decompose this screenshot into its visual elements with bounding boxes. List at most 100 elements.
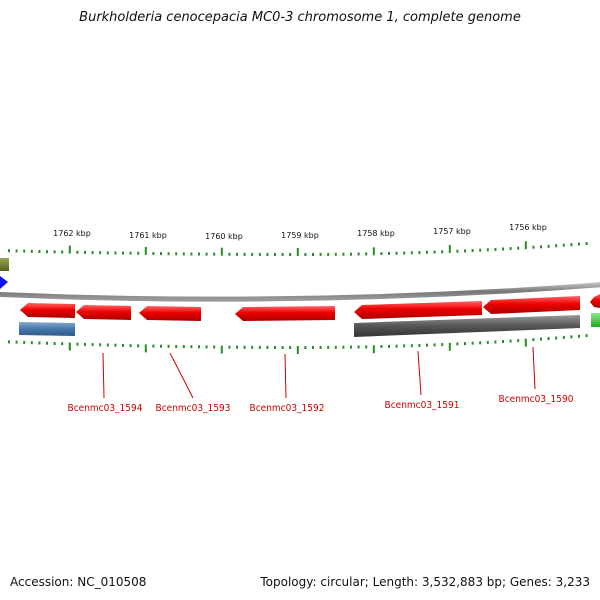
bottom-track-minor-tick — [365, 345, 368, 349]
bottom-track-minor-tick — [228, 345, 231, 349]
tick-label-1761: 1761 kbp — [129, 231, 167, 240]
top-track-minor-tick — [464, 249, 466, 253]
top-track-major-tick — [372, 247, 375, 256]
gene-label-bcenmc03-1590[interactable]: Bcenmc03_1590 — [499, 394, 574, 405]
gene-label-bcenmc03-1591[interactable]: Bcenmc03_1591 — [385, 400, 460, 411]
bottom-track-major-tick — [448, 342, 451, 351]
bottom-track-minor-tick — [532, 338, 535, 342]
top-track-minor-tick — [129, 251, 132, 255]
gene-label-bcenmc03-1594[interactable]: Bcenmc03_1594 — [68, 403, 143, 414]
bottom-track-minor-tick — [403, 344, 406, 348]
bottom-track-minor-tick — [114, 343, 117, 347]
gene-block-gray[interactable] — [354, 315, 580, 337]
backbone-arc — [0, 282, 600, 302]
bottom-track-minor-tick — [46, 341, 48, 345]
top-track-minor-tick — [213, 252, 216, 256]
bottom-track-minor-tick — [350, 345, 352, 349]
gene-arrow-bcenmc03-1590[interactable] — [483, 296, 580, 314]
bottom-track-minor-tick — [502, 340, 504, 343]
map-title: Burkholderia cenocepacia MC0-3 chromosom… — [79, 10, 521, 25]
top-track-minor-tick — [388, 251, 390, 255]
bottom-track-minor-tick — [243, 345, 246, 349]
bottom-track-minor-tick — [327, 345, 330, 349]
top-track-minor-tick — [137, 251, 140, 255]
top-track-minor-tick — [243, 252, 246, 256]
top-track-minor-tick — [494, 247, 497, 251]
edge-gene-green-right[interactable] — [591, 313, 600, 327]
edge-gene-blue-arrow[interactable] — [0, 276, 8, 289]
top-track-minor-tick — [182, 252, 185, 256]
top-track-minor-tick — [509, 247, 512, 251]
gene-labels: Bcenmc03_1594 Bcenmc03_1593 Bcenmc03_159… — [68, 394, 574, 414]
top-track-minor-tick — [76, 250, 79, 254]
bottom-track-minor-tick — [251, 345, 254, 349]
top-track-minor-tick — [471, 249, 474, 252]
top-track-minor-tick — [540, 245, 542, 249]
top-track-minor-tick — [228, 252, 231, 256]
top-track-minor-tick — [365, 252, 368, 256]
connector-bcenmc03-1590 — [532, 346, 536, 390]
bottom-track-minor-tick — [395, 344, 398, 348]
top-track-minor-tick — [266, 253, 269, 256]
bottom-track-minor-tick — [84, 342, 86, 346]
bottom-track-minor-tick — [274, 346, 276, 349]
edge-gene-red-right[interactable] — [590, 294, 600, 308]
bottom-track-minor-tick — [289, 346, 292, 349]
bottom-track-major-tick — [372, 345, 375, 354]
bottom-track-minor-tick — [570, 335, 573, 339]
top-track-minor-tick — [251, 252, 254, 256]
gene-arrow-bcenmc03-1594[interactable] — [20, 303, 75, 318]
top-track-minor-tick — [547, 244, 550, 248]
top-track-minor-tick — [167, 252, 170, 256]
bottom-track-major-tick — [524, 338, 527, 347]
tick-track-bottom — [8, 334, 588, 354]
bottom-track-minor-tick — [418, 343, 421, 347]
bottom-track-minor-tick — [517, 339, 520, 343]
gene-arrow-bcenmc03-1593[interactable] — [139, 306, 201, 321]
bottom-track-minor-tick — [61, 342, 64, 346]
top-track-minor-tick — [53, 250, 56, 254]
top-track-major-tick — [68, 245, 71, 254]
gene-block-blue[interactable] — [19, 322, 75, 336]
tick-track-top — [8, 241, 588, 256]
topology-text: Topology: circular; Length: 3,532,883 bp… — [260, 575, 590, 589]
top-track-minor-tick — [578, 242, 580, 246]
top-track-major-tick — [524, 241, 527, 250]
gene-label-bcenmc03-1593[interactable]: Bcenmc03_1593 — [156, 403, 231, 414]
top-track-minor-tick — [91, 251, 94, 255]
tick-labels: 1762 kbp 1761 kbp 1760 kbp 1759 kbp 1758… — [53, 223, 547, 241]
bottom-track-minor-tick — [160, 344, 162, 348]
accession-text: Accession: NC_010508 — [10, 575, 147, 589]
bottom-track-minor-tick — [182, 345, 185, 349]
gene-label-bcenmc03-1592[interactable]: Bcenmc03_1592 — [250, 403, 325, 414]
connector-bcenmc03-1594 — [102, 352, 105, 399]
bottom-track-minor-tick — [8, 340, 10, 344]
top-track-minor-tick — [312, 253, 314, 256]
gene-arrow-bcenmc03-1591[interactable] — [354, 301, 482, 319]
top-track-minor-tick — [152, 252, 155, 255]
top-track-minor-tick — [357, 252, 360, 256]
top-track-minor-tick — [15, 249, 18, 253]
bottom-track-major-tick — [220, 345, 223, 354]
top-track-major-tick — [296, 248, 299, 256]
connector-bcenmc03-1592 — [284, 353, 287, 399]
bottom-track-minor-tick — [578, 334, 580, 338]
bottom-track-minor-tick — [410, 344, 413, 348]
bottom-track-major-tick — [296, 346, 299, 354]
bottom-track-minor-tick — [540, 337, 542, 341]
gene-arrow-bcenmc03-1593-a[interactable] — [76, 305, 131, 320]
gene-arrow-bcenmc03-1592[interactable] — [235, 306, 335, 321]
bottom-track-minor-tick — [122, 343, 124, 347]
top-track-minor-tick — [236, 252, 238, 256]
top-track-minor-tick — [517, 246, 520, 250]
edge-gene-olive[interactable] — [0, 258, 9, 271]
tick-label-1759: 1759 kbp — [281, 231, 319, 240]
bottom-track-minor-tick — [190, 345, 193, 349]
bottom-track-minor-tick — [213, 345, 216, 349]
bottom-track-minor-tick — [205, 345, 208, 349]
bottom-track-major-tick — [144, 344, 147, 353]
bottom-track-minor-tick — [312, 346, 314, 349]
top-track-minor-tick — [23, 249, 26, 253]
bottom-track-minor-tick — [30, 341, 33, 345]
bottom-track-minor-tick — [76, 342, 79, 346]
